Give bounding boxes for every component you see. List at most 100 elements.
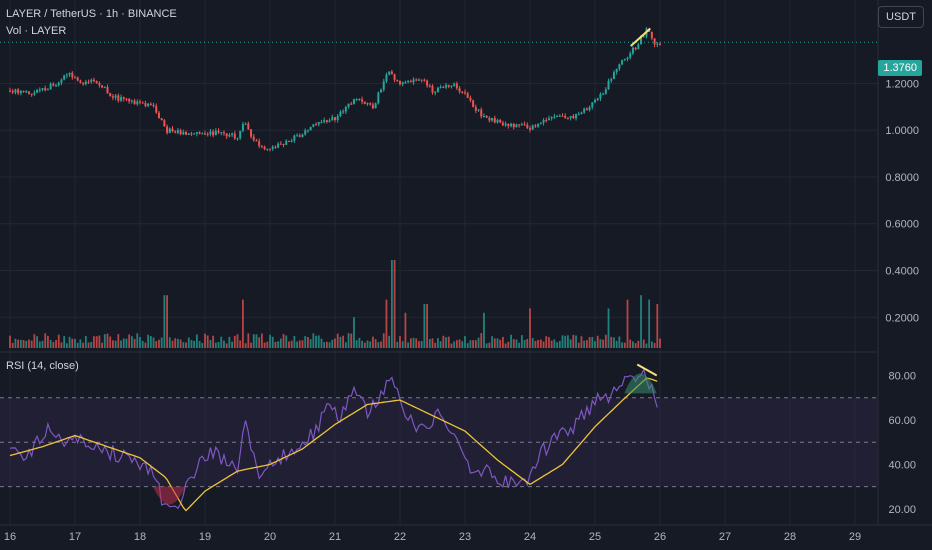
candle-body [120,97,123,101]
candle-body [298,135,301,137]
candle-body [315,124,318,126]
candle-body [599,94,602,99]
volume-bar [9,335,11,348]
candle-body [155,106,158,113]
volume-bar [84,335,87,348]
candle-body [420,79,423,81]
candle-body [371,104,374,109]
candle-body [493,117,496,123]
volume-bar [38,341,41,348]
candle-body [515,124,518,128]
candle-body [301,134,304,137]
volume-bar [645,343,648,348]
volume-bar [450,343,453,348]
volume-bar [350,333,353,348]
volume-bar [342,335,345,348]
volume-bar [49,339,52,348]
rsi-ma-line [9,377,658,512]
volume-bar [396,341,399,348]
volume-bar [469,340,472,348]
volume-bar [149,336,152,348]
volume-bar [323,342,326,348]
volume-bar [539,339,542,348]
candle-body [361,99,364,102]
candle-body [225,133,228,137]
volume-bar [87,342,90,348]
candle-body [290,140,293,142]
candle-body [556,116,559,118]
candle-body [366,103,369,105]
volume-bar [171,340,174,348]
candle-body [572,116,575,119]
candle-body [74,77,76,79]
rsi-oversold-fill [153,486,186,505]
candle-body [258,141,261,146]
candle-body [510,123,513,127]
price-tick-label: 0.6000 [885,219,919,231]
candle-body [195,132,198,134]
currency-button[interactable]: USDT [878,6,924,28]
candle-body [564,115,567,118]
volume-bar [90,341,93,348]
candle-body [239,130,242,139]
candle-body [472,100,475,107]
candle-body [130,100,133,102]
candle-body [222,132,225,134]
x-tick-label: 23 [459,531,471,543]
volume-bar [642,339,645,348]
rsi-trend-annotation [636,363,658,377]
candle-body [426,80,429,86]
candle-body [350,103,353,105]
candle-body [631,47,634,54]
volume-bar [591,336,594,348]
volume-bar [480,333,483,348]
volume-bar [607,308,610,348]
volume-bar [347,333,350,348]
candle-body [122,97,125,99]
candle-body [44,88,47,91]
volume-bar [385,299,388,348]
volume-bar [304,336,307,348]
volume-bar [109,336,112,348]
volume-bar [418,341,420,348]
candle-body [569,116,572,119]
volume-bar [298,340,301,348]
volume-bar [534,340,537,348]
volume-bar [277,341,280,348]
volume-bar [209,340,212,348]
volume-bar [179,339,182,348]
price-tick-label: 0.2000 [885,312,919,324]
volume-bar [217,342,220,348]
candle-body [282,143,285,145]
candle-body [60,79,63,83]
x-tick-label: 19 [199,531,211,543]
volume-bar [358,337,361,348]
volume-bars [9,260,661,348]
candle-body [236,138,239,140]
volume-bar [553,339,556,348]
volume-bar [512,339,515,348]
price-tick-label: 0.4000 [885,266,919,278]
candle-body [382,81,385,90]
candle-body [542,120,545,123]
candle-body [209,131,212,135]
candle-body [214,130,217,136]
price-tick-label: 1.2000 [885,78,919,90]
volume-bar [412,337,415,348]
volume-bar [466,343,469,348]
volume-bar [618,336,621,348]
candle-body [36,89,39,93]
candle-body [623,59,626,61]
candle-body [621,60,624,65]
candle-body [65,74,68,76]
volume-bar [44,333,47,348]
volume-bar [14,338,17,348]
volume-bar [510,334,512,348]
candle-body [396,79,399,82]
volume-bar [431,338,434,348]
volume-bar [33,334,36,348]
candle-body [179,130,182,135]
volume-bar [453,341,456,348]
